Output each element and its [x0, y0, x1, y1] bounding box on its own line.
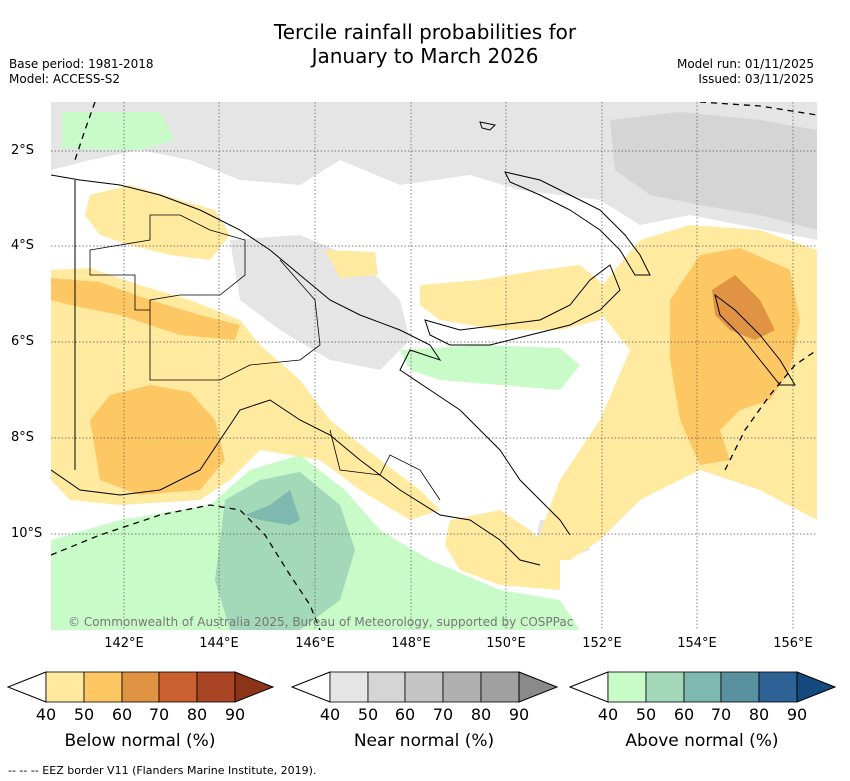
title-line-1: Tercile rainfall probabilities for [273, 20, 577, 44]
lon-label-152e: 152°E [582, 636, 622, 651]
near-tick-80: 80 [470, 705, 492, 724]
colorbar-near [290, 671, 559, 703]
below-normal-region-mid [325, 250, 378, 278]
below-tick-80: 80 [186, 705, 208, 724]
lon-label-150e: 150°E [486, 636, 526, 651]
lon-label-148e: 148°E [391, 636, 431, 651]
below-tick-90: 90 [224, 705, 246, 724]
lon-label-146e: 146°E [295, 636, 335, 651]
meta-right: Model run: 01/11/2025 Issued: 03/11/2025 [677, 57, 814, 87]
near-tick-90: 90 [508, 705, 530, 724]
probability-field [51, 102, 817, 630]
lat-label-4s: 4°S [11, 238, 35, 253]
bougainville [714, 293, 796, 386]
near-tick-70: 70 [432, 705, 454, 724]
colorbar-above-title: Above normal (%) [625, 731, 779, 751]
colorbar-above [568, 671, 837, 703]
copyright-notice: © Commonwealth of Australia 2025, Bureau… [68, 615, 574, 629]
manus-island [479, 121, 497, 131]
above-tick-90: 90 [786, 705, 808, 724]
below-normal-region-north [85, 185, 230, 260]
above-tick-60: 60 [673, 705, 695, 724]
colorbar-below-low-arrow [6, 671, 47, 703]
new-ireland [504, 171, 651, 276]
below-tick-40: 40 [35, 705, 57, 724]
graticule [51, 102, 817, 630]
lat-label-6s: 6°S [11, 334, 35, 349]
eez-legend-footer: -- -- -- EEZ border V11 (Flanders Marine… [8, 764, 317, 777]
below-normal-60-east [712, 275, 775, 340]
lat-label-8s: 8°S [11, 430, 35, 445]
near-tick-40: 40 [319, 705, 341, 724]
map-title: Tercile rainfall probabilities for Janua… [0, 20, 850, 68]
coastlines [51, 121, 796, 566]
above-normal-50-south [215, 472, 355, 630]
colorbar-below [6, 671, 275, 703]
meta-left: Base period: 1981-2018 Model: ACCESS-S2 [9, 57, 154, 87]
above-normal-region-nw [62, 112, 175, 150]
model-name: Model: ACCESS-S2 [9, 72, 121, 86]
lon-label-156e: 156°E [773, 636, 813, 651]
new-britain [424, 264, 621, 346]
lon-label-154e: 154°E [677, 636, 717, 651]
above-tick-50: 50 [635, 705, 657, 724]
issued-date: Issued: 03/11/2025 [698, 72, 814, 86]
above-tick-70: 70 [710, 705, 732, 724]
lon-label-142e: 142°E [104, 636, 144, 651]
below-tick-60: 60 [111, 705, 133, 724]
colorbar-near-title: Near normal (%) [353, 731, 495, 751]
above-tick-80: 80 [748, 705, 770, 724]
province-boundaries [89, 214, 441, 501]
new-guinea-north-coast [51, 174, 571, 536]
below-tick-50: 50 [73, 705, 95, 724]
near-tick-60: 60 [394, 705, 416, 724]
colorbar-below-title: Below normal (%) [64, 731, 216, 751]
new-guinea-south-coast [51, 399, 541, 566]
eez-border [51, 102, 817, 630]
above-tick-40: 40 [597, 705, 619, 724]
below-normal-50-east [670, 248, 800, 465]
base-period: Base period: 1981-2018 [9, 57, 154, 71]
above-normal-region-central [400, 345, 580, 390]
above-normal-60-south [245, 490, 300, 525]
model-run: Model run: 01/11/2025 [676, 57, 814, 71]
near-tick-50: 50 [357, 705, 379, 724]
below-normal-region-center [420, 265, 610, 330]
title-line-2: January to March 2026 [311, 44, 539, 68]
below-normal-50-band [51, 278, 240, 340]
lat-label-10s: 10°S [11, 526, 43, 541]
lat-label-2s: 2°S [11, 143, 35, 158]
below-normal-region-se [445, 510, 560, 590]
below-tick-70: 70 [148, 705, 170, 724]
near-normal-region-ne [610, 112, 817, 230]
lon-label-144e: 144°E [199, 636, 239, 651]
